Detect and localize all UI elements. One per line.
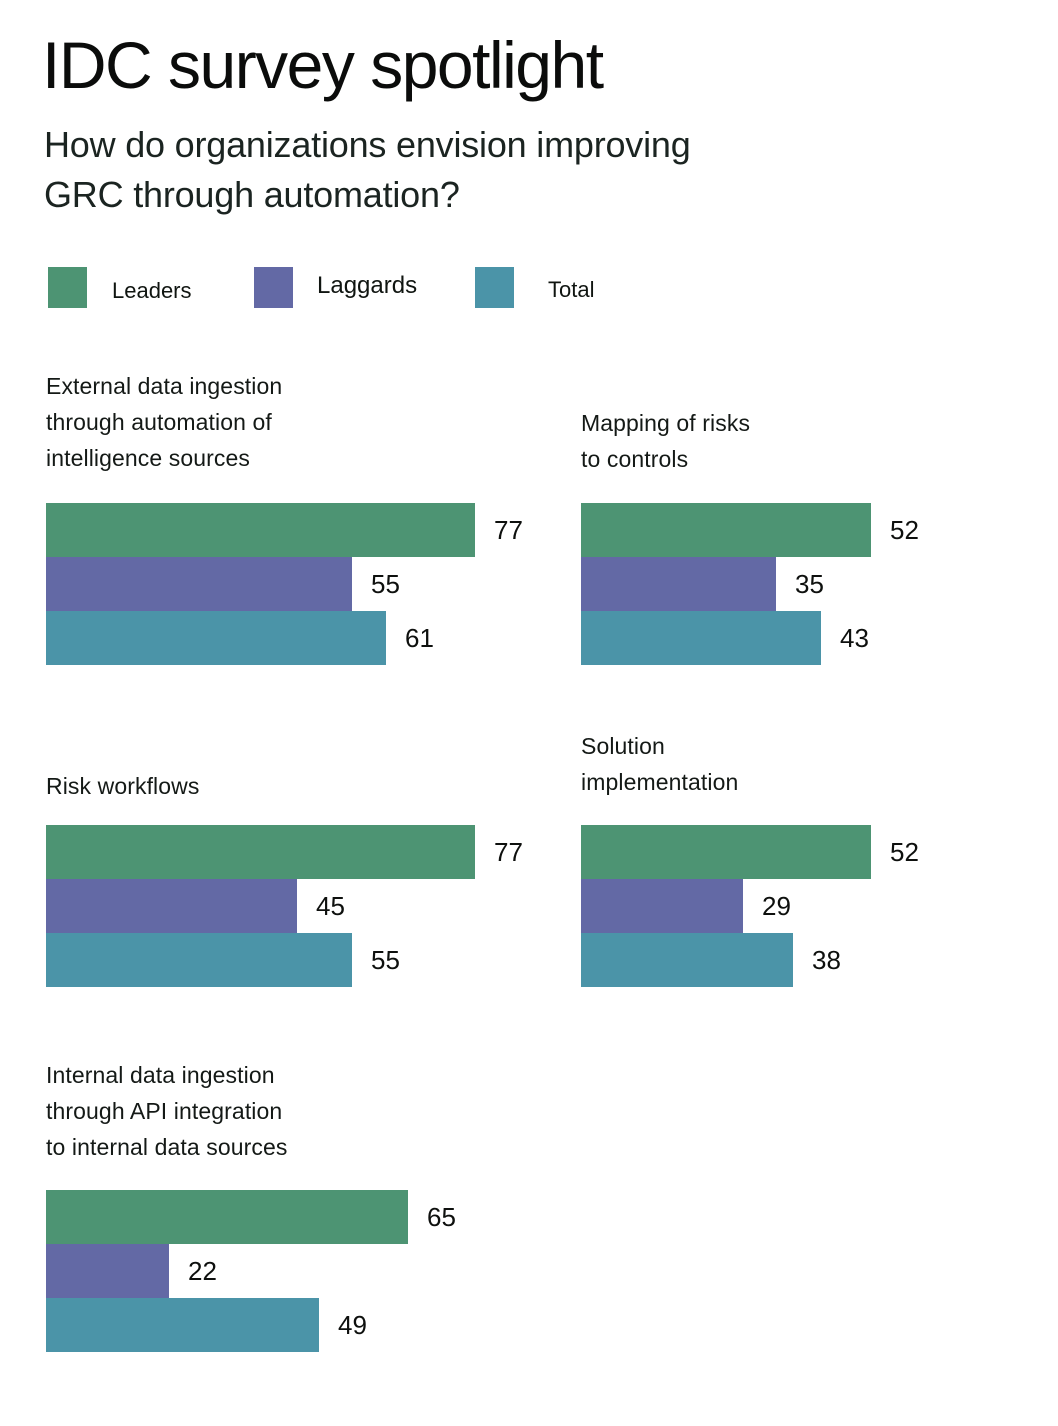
bar-value-label: 55 — [371, 569, 400, 599]
laggards-swatch-icon — [254, 267, 293, 308]
chart-group-title: External data ingestion through automatio… — [46, 368, 282, 476]
bar-value-label: 29 — [762, 891, 791, 921]
chart-title-line: implementation — [581, 769, 739, 795]
bar-value-label: 43 — [840, 623, 869, 653]
bar-total — [46, 933, 352, 987]
bar-laggards — [46, 557, 352, 611]
chart-title-line: External data ingestion — [46, 373, 283, 399]
page-subtitle: How do organizations envision improving … — [44, 120, 691, 220]
bar-laggards — [46, 1244, 169, 1298]
bar-value-label: 35 — [795, 569, 824, 599]
bar-value-label: 65 — [427, 1202, 456, 1232]
bar-laggards — [46, 879, 297, 933]
chart-title-line: to controls — [581, 446, 689, 472]
bar-value-label: 22 — [188, 1256, 217, 1286]
subtitle-line-1: How do organizations envision improving — [44, 124, 691, 165]
bar-value-label: 77 — [494, 515, 523, 545]
chart-title-line: Solution — [581, 733, 665, 759]
chart-title-line: through automation of — [46, 409, 272, 435]
bar-leaders — [581, 503, 871, 557]
total-swatch-icon — [475, 267, 514, 308]
chart-title-line: Risk workflows — [46, 773, 200, 799]
legend-label-leaders: Leaders — [112, 278, 192, 303]
chart-group-title: Mapping of risks to controls — [581, 405, 750, 477]
bar-value-label: 45 — [316, 891, 345, 921]
bar-value-label: 77 — [494, 837, 523, 867]
bar-leaders — [581, 825, 871, 879]
bar-total — [581, 933, 793, 987]
bar-value-label: 38 — [812, 945, 841, 975]
legend-label-laggards: Laggards — [317, 272, 418, 299]
chart-group-title: Internal data ingestion through API integ… — [46, 1057, 288, 1165]
chart-group-title: Solution implementation — [581, 728, 738, 800]
chart-title-line: Mapping of risks — [581, 410, 751, 436]
bar-leaders — [46, 1190, 408, 1244]
chart-title-line: through API integration — [46, 1098, 283, 1124]
subtitle-line-2: GRC through automation? — [44, 174, 460, 215]
chart-group-title: Risk workflows — [46, 768, 199, 804]
bar-total — [581, 611, 821, 665]
leaders-swatch-icon — [48, 267, 87, 308]
bar-total — [46, 611, 386, 665]
bar-value-label: 61 — [405, 623, 434, 653]
bar-laggards — [581, 879, 743, 933]
chart-title-line: intelligence sources — [46, 445, 251, 471]
bar-value-label: 49 — [338, 1310, 367, 1340]
page-title: IDC survey spotlight — [42, 28, 604, 102]
bar-value-label: 52 — [890, 515, 919, 545]
chart-title-line: Internal data ingestion — [46, 1062, 275, 1088]
legend-label-total: Total — [548, 277, 595, 302]
bar-leaders — [46, 503, 475, 557]
bar-laggards — [581, 557, 776, 611]
chart-title-line: to internal data sources — [46, 1134, 288, 1160]
bar-value-label: 52 — [890, 837, 919, 867]
bar-value-label: 55 — [371, 945, 400, 975]
bar-total — [46, 1298, 319, 1352]
bar-leaders — [46, 825, 475, 879]
